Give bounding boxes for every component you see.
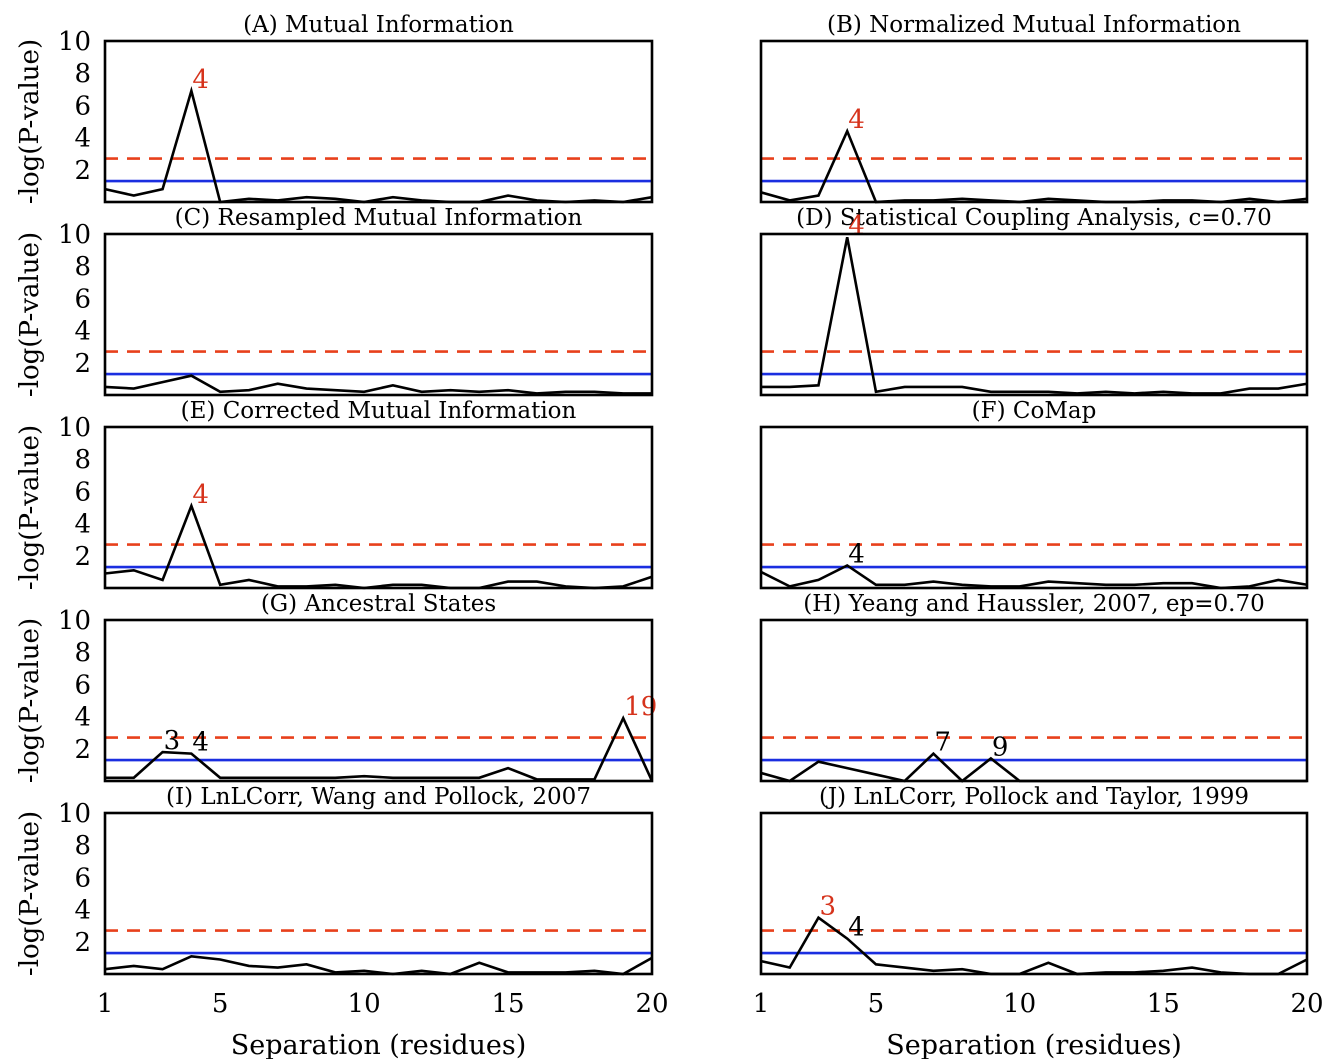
panel-title: (B) Normalized Mutual Information xyxy=(827,12,1241,38)
x-tick-label: 1 xyxy=(97,989,114,1019)
series-line xyxy=(104,86,653,204)
y-tick-label: 4 xyxy=(74,510,91,540)
y-tick-label: 8 xyxy=(74,638,91,668)
panel-title: (J) LnLCorr, Pollock and Taylor, 1999 xyxy=(819,784,1249,810)
peak-label: 4 xyxy=(848,105,865,135)
y-axis-label: -log(P-value) xyxy=(15,39,45,204)
plot-frame xyxy=(759,811,1309,976)
panel-title: (A) Mutual Information xyxy=(243,12,514,38)
panel-9: (I) LnLCorr, Wang and Pollock, 200724681… xyxy=(15,784,669,1059)
y-axis-label: -log(P-value) xyxy=(15,232,45,397)
y-tick-label: 8 xyxy=(74,445,91,475)
y-tick-label: 8 xyxy=(74,252,91,282)
plot-frame xyxy=(759,425,1309,590)
panel-8: (H) Yeang and Haussler, 2007, ep=0.70 7 9 xyxy=(759,591,1309,783)
y-tick-label: 6 xyxy=(74,863,91,893)
peak-label: 4 xyxy=(848,913,865,943)
panel-title: (E) Corrected Mutual Information xyxy=(181,398,577,424)
y-tick-label: 6 xyxy=(74,284,91,314)
y-tick-label: 2 xyxy=(74,349,91,379)
panel-10: (J) LnLCorr, Pollock and Taylor, 1999 34 1… xyxy=(753,784,1324,1059)
x-tick-label: 1 xyxy=(753,989,770,1019)
y-tick-label: 4 xyxy=(74,703,91,733)
x-tick-label: 20 xyxy=(1290,989,1323,1019)
y-tick-label: 2 xyxy=(74,156,91,186)
panel-4: (D) Statistical Coupling Analysis, c=0.7… xyxy=(759,205,1309,397)
peak-label: 7 xyxy=(934,728,951,758)
panel-title: (C) Resampled Mutual Information xyxy=(175,205,583,231)
plot-frame xyxy=(103,618,654,783)
peak-label: 3 xyxy=(819,892,836,922)
x-tick-label: 10 xyxy=(348,989,381,1019)
peak-label: 9 xyxy=(992,732,1009,762)
series-line xyxy=(104,502,653,590)
y-tick-label: 6 xyxy=(74,670,91,700)
peak-label: 4 xyxy=(192,480,209,510)
panel-2: (B) Normalized Mutual Information 4 xyxy=(759,12,1309,204)
series-line xyxy=(104,954,653,976)
peak-label: 4 xyxy=(848,211,865,241)
y-tick-label: 4 xyxy=(74,317,91,347)
x-tick-label: 20 xyxy=(635,989,668,1019)
y-tick-label: 6 xyxy=(74,477,91,507)
series-line xyxy=(760,563,1308,590)
y-axis-label: -log(P-value) xyxy=(15,618,45,783)
y-tick-label: 2 xyxy=(74,542,91,572)
x-axis-label: Separation (residues) xyxy=(886,1030,1182,1059)
x-axis-label: Separation (residues) xyxy=(231,1030,527,1059)
peak-label: 4 xyxy=(192,728,209,758)
x-tick-label: 5 xyxy=(868,989,885,1019)
y-tick-label: 4 xyxy=(74,896,91,926)
series-line xyxy=(760,915,1308,976)
panel-1: (A) Mutual Information4246810-log(P-valu… xyxy=(15,12,654,204)
y-tick-label: 10 xyxy=(58,413,91,443)
panel-6: (F) CoMap 4 xyxy=(759,398,1309,590)
series-line xyxy=(105,715,654,782)
panel-title: (D) Statistical Coupling Analysis, c=0.7… xyxy=(796,205,1272,231)
series-line xyxy=(760,751,1307,783)
x-tick-label: 5 xyxy=(212,989,229,1019)
series-line xyxy=(104,374,652,395)
y-tick-label: 8 xyxy=(74,59,91,89)
y-tick-label: 10 xyxy=(58,606,91,636)
panel-title: (H) Yeang and Haussler, 2007, ep=0.70 xyxy=(803,591,1264,617)
plot-frame xyxy=(759,232,1309,397)
y-tick-label: 4 xyxy=(74,124,91,154)
panel-title: (G) Ancestral States xyxy=(261,591,496,617)
y-tick-label: 10 xyxy=(58,27,91,57)
x-tick-label: 10 xyxy=(1003,989,1036,1019)
plot-frame xyxy=(103,425,654,590)
panel-title: (F) CoMap xyxy=(972,398,1097,424)
plot-frame xyxy=(103,39,654,204)
x-tick-label: 15 xyxy=(492,989,525,1019)
series-line xyxy=(761,236,1308,395)
y-axis-label: -log(P-value) xyxy=(15,811,45,976)
series-line xyxy=(760,127,1308,204)
y-axis-label: -log(P-value) xyxy=(15,425,45,590)
x-tick-label: 15 xyxy=(1147,989,1180,1019)
y-tick-label: 6 xyxy=(74,91,91,121)
panel-title: (I) LnLCorr, Wang and Pollock, 2007 xyxy=(166,784,591,810)
y-tick-label: 10 xyxy=(58,220,91,250)
plot-frame xyxy=(759,618,1309,783)
y-tick-label: 2 xyxy=(74,928,91,958)
y-tick-label: 2 xyxy=(74,735,91,765)
y-tick-label: 10 xyxy=(58,799,91,829)
peak-label: 4 xyxy=(192,65,209,95)
peak-label: 3 xyxy=(164,726,181,756)
plot-frame xyxy=(759,39,1309,204)
plot-frame xyxy=(103,811,654,976)
plot-frame xyxy=(103,232,654,397)
panel-5: (E) Corrected Mutual Information4246810-… xyxy=(15,398,654,590)
peak-label: 4 xyxy=(848,539,865,569)
y-tick-label: 8 xyxy=(74,831,91,861)
